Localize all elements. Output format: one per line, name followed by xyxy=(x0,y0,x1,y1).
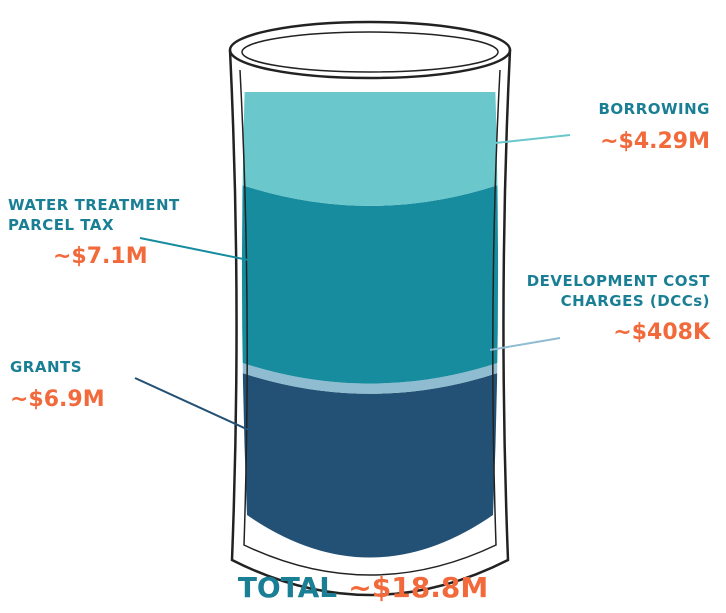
series-label: WATER TREATMENT PARCEL TAX ~$7.1M xyxy=(8,196,238,272)
value-label: ~$408K xyxy=(500,319,710,348)
glass-rim-inner xyxy=(242,32,498,72)
legend-label: WATER TREATMENT PARCEL TAX xyxy=(8,196,238,235)
value-label: ~$7.1M xyxy=(8,243,238,272)
glass-rim xyxy=(230,22,510,78)
layer xyxy=(240,92,500,206)
legend-label: GRANTS xyxy=(10,358,210,378)
series-label: GRANTS ~$6.9M xyxy=(10,358,210,414)
liquid xyxy=(240,92,500,613)
total-value: ~$18.8M xyxy=(348,571,488,604)
series-label: DEVELOPMENT COST CHARGES (DCCs) ~$408K xyxy=(500,272,710,348)
legend-label: BORROWING xyxy=(530,100,710,120)
value-label: ~$6.9M xyxy=(10,386,210,415)
layer xyxy=(240,184,500,383)
total: TOTAL ~$18.8M xyxy=(0,570,726,606)
infographic: TOTAL ~$18.8M GRANTS ~$6.9M DEVELOPMENT CO… xyxy=(0,0,726,613)
total-title: TOTAL xyxy=(238,571,337,604)
legend-label: DEVELOPMENT COST CHARGES (DCCs) xyxy=(500,272,710,311)
series-label: BORROWING ~$4.29M xyxy=(530,100,710,156)
value-label: ~$4.29M xyxy=(530,128,710,157)
